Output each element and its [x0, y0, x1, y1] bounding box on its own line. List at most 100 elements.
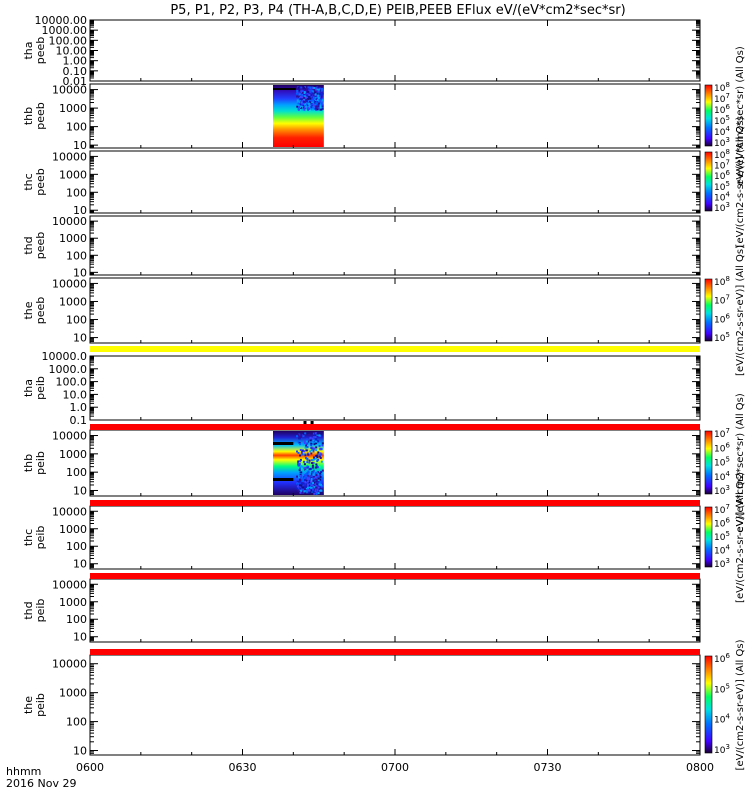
colorbar-tick-label: 105 — [714, 456, 730, 469]
speckle — [318, 98, 321, 101]
colorbar-label: eV/(eV*cm2*sec*sr) (All Qs) — [735, 393, 746, 533]
panel-frame — [89, 429, 701, 497]
speckle — [310, 484, 313, 487]
speckle — [310, 486, 313, 489]
speckle — [296, 481, 299, 484]
gap-bar — [90, 346, 700, 352]
speckle — [302, 86, 305, 89]
colorbar-tick-label: 105 — [714, 331, 730, 344]
marker-dot — [310, 421, 314, 424]
colorbar-tick-label: 106 — [714, 517, 730, 530]
speckle — [313, 492, 316, 495]
colorbar — [704, 278, 713, 342]
speckle — [295, 482, 298, 485]
speckle — [318, 100, 320, 103]
speckle — [297, 463, 300, 466]
speckle — [308, 104, 311, 107]
speckle — [311, 106, 314, 109]
y-tick-label: 10 — [73, 745, 87, 758]
speckle — [300, 471, 303, 474]
speckle — [296, 99, 299, 102]
speckle — [302, 482, 305, 485]
speckle — [301, 488, 304, 491]
speckle — [303, 463, 306, 466]
y-tick-label: 10000 — [52, 430, 87, 443]
y-tick-label: 10000 — [52, 215, 87, 228]
speckle — [316, 108, 319, 111]
panel-label-probe: thd — [22, 236, 35, 254]
speckle — [296, 435, 298, 438]
speckle — [319, 481, 322, 484]
speckle — [304, 468, 307, 471]
y-tick-label: 1000 — [59, 523, 87, 536]
colorbar-tick-label: 104 — [714, 125, 730, 138]
speckle — [304, 103, 306, 106]
speckle — [320, 483, 322, 486]
speckle — [310, 475, 313, 478]
speckle — [315, 98, 318, 101]
speckle — [310, 452, 313, 455]
speckle — [298, 89, 301, 92]
speckle — [309, 436, 312, 439]
speckle — [315, 442, 318, 445]
speckle — [319, 476, 322, 478]
panel-frame — [89, 277, 701, 344]
gap-bar — [90, 424, 700, 430]
speckle — [315, 440, 318, 443]
panel-label-species: peeb — [34, 102, 47, 130]
panel-frame — [89, 578, 701, 643]
speckle — [300, 442, 303, 445]
speckle — [311, 92, 314, 95]
speckle — [298, 484, 301, 487]
speckle — [303, 490, 306, 493]
speckle — [305, 475, 307, 478]
speckle — [307, 452, 309, 455]
speckle — [313, 458, 316, 461]
speckle — [315, 102, 318, 105]
speckle — [302, 478, 304, 481]
y-tick-label: 10 — [73, 204, 87, 217]
speckle — [303, 92, 306, 94]
speckle — [311, 441, 314, 444]
panel-label-probe: thb — [22, 107, 35, 125]
speckle — [303, 95, 306, 98]
colorbar-tick-label: 107 — [714, 294, 730, 307]
y-tick-label: 1000 — [59, 448, 87, 461]
speckle — [314, 93, 317, 96]
speckle — [303, 476, 306, 479]
speckle — [315, 449, 318, 452]
colorbar-label: eV/(eV*cm2*sec*sr) (All Qs) — [735, 46, 746, 186]
panel-label-probe: the — [22, 696, 35, 714]
speckle — [318, 102, 320, 105]
speckle — [307, 491, 310, 494]
speckle — [313, 447, 316, 450]
speckle — [319, 454, 321, 457]
speckle — [320, 471, 323, 473]
speckle — [303, 93, 306, 96]
speckle — [309, 450, 312, 453]
speckle — [315, 87, 318, 90]
colorbar-tick-label: 104 — [714, 544, 730, 557]
speckle — [297, 461, 300, 464]
speckle — [298, 96, 301, 99]
panel-frame — [89, 654, 701, 756]
speckle — [305, 98, 308, 101]
colorbar — [704, 506, 713, 568]
speckle — [316, 489, 319, 492]
speckle — [307, 108, 310, 111]
y-tick-label: 10000 — [52, 84, 87, 97]
speckle — [321, 469, 324, 472]
speckle — [296, 475, 299, 478]
x-tick-label: 0800 — [686, 761, 714, 774]
colorbar-tick-label: 106 — [714, 312, 730, 325]
speckle — [297, 108, 300, 110]
speckle — [299, 449, 302, 451]
y-tick-label: 100 — [66, 121, 87, 134]
speckle — [308, 433, 311, 436]
y-tick-label: 100 — [66, 466, 87, 479]
speckle — [299, 454, 302, 457]
colorbar-label: [eV/(cm2-s-sr-eV)] (All Qs) — [735, 472, 746, 603]
speckle — [300, 465, 303, 468]
speckle — [304, 446, 307, 449]
